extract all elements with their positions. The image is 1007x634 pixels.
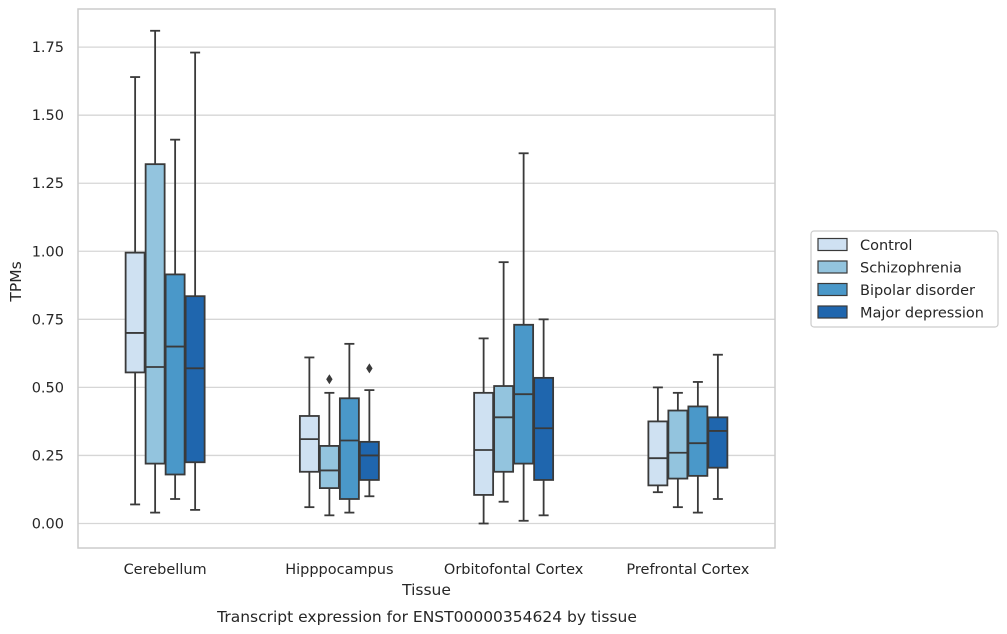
legend-item: Bipolar disorder (817, 282, 975, 299)
x-tick-label: Hipppocampus (285, 562, 393, 578)
y-tick-label: 1.25 (32, 176, 64, 192)
box-plot (164, 138, 186, 500)
chart-caption: Transcript expression for ENST0000035462… (216, 608, 637, 626)
box-plot (318, 374, 340, 517)
category-group (298, 342, 380, 517)
y-tick-label: 1.75 (32, 40, 64, 56)
box-plot (513, 152, 535, 522)
box-plot (707, 353, 729, 500)
plot-area-frame (77, 8, 776, 549)
box-plot (493, 261, 515, 503)
legend-swatch (817, 260, 848, 274)
iqr-box (473, 391, 495, 496)
legend-swatch (817, 305, 848, 319)
category-group (473, 152, 555, 525)
outlier-marker (326, 374, 333, 385)
box-plot (144, 29, 166, 514)
legend-label: Bipolar disorder (860, 283, 975, 299)
box-plot (298, 356, 320, 509)
category-group (647, 353, 729, 514)
y-tick-label: 1.00 (32, 244, 64, 260)
y-axis-label: TPMs (7, 261, 25, 302)
y-axis-ticks: 0.00 0.25 0.50 0.75 1.00 1.25 1.50 1.75 (32, 40, 64, 532)
x-tick-label: Cerebellum (124, 562, 207, 578)
box-plot (667, 391, 689, 509)
box-plot (647, 386, 669, 494)
box-plot (473, 337, 495, 525)
iqr-box (358, 440, 380, 481)
x-axis-label: Tissue (401, 581, 451, 599)
iqr-box (184, 295, 206, 464)
iqr-box (318, 445, 340, 490)
iqr-box (144, 163, 166, 465)
iqr-box (164, 273, 186, 476)
iqr-box (687, 405, 709, 477)
box-plot (687, 381, 709, 514)
y-tick-label: 0.75 (32, 312, 64, 328)
iqr-box (338, 397, 360, 500)
y-tick-label: 0.50 (32, 380, 64, 396)
iqr-box (647, 420, 669, 487)
box-plot (358, 363, 380, 498)
iqr-box (124, 251, 146, 374)
legend-frame (810, 230, 999, 328)
iqr-box (667, 409, 689, 480)
y-tick-label: 0.25 (32, 448, 64, 464)
iqr-box (298, 415, 320, 473)
legend-item: Schizophrenia (817, 260, 962, 277)
outlier-marker (366, 363, 373, 374)
y-tick-label: 0.00 (32, 517, 64, 533)
legend-item: Control (817, 237, 912, 254)
legend-label: Control (860, 238, 912, 254)
iqr-box (707, 416, 729, 469)
x-tick-label: Prefrontal Cortex (626, 562, 749, 578)
legend: Control Schizophrenia Bipolar disorder Majo… (810, 230, 999, 328)
box-plot (533, 318, 555, 517)
box-groups (124, 29, 729, 525)
legend-swatch (817, 237, 848, 252)
legend-label: Schizophrenia (860, 261, 962, 277)
box-plot (338, 342, 360, 514)
x-axis-ticks: Cerebellum Hipppocampus Orbitofontal Corte… (124, 562, 750, 578)
legend-label: Major depression (860, 306, 984, 322)
iqr-box (493, 385, 515, 473)
legend-swatch (817, 282, 848, 297)
category-group (124, 29, 206, 514)
x-tick-label: Orbitofontal Cortex (444, 562, 584, 578)
legend-item: Major depression (817, 305, 984, 322)
y-tick-label: 1.50 (32, 108, 64, 124)
box-plot (124, 76, 146, 506)
box-plot (184, 51, 206, 511)
